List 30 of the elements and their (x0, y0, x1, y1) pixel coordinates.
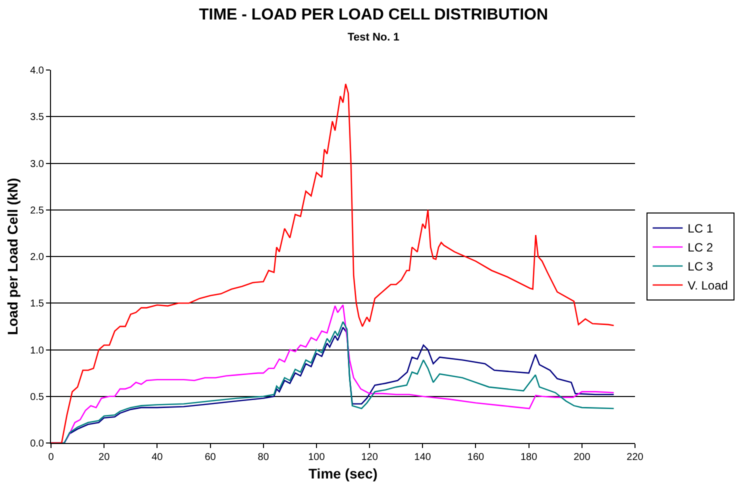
legend-label: LC 1 (688, 222, 714, 236)
y-tick-label: 3.5 (30, 112, 44, 124)
x-tick-label: 220 (626, 452, 644, 463)
chart-subtitle: Test No. 1 (348, 31, 400, 44)
x-tick-label: 100 (308, 452, 326, 463)
x-tick-label: 140 (414, 452, 432, 463)
y-tick-label: 2.5 (30, 205, 44, 216)
y-axis-title: Load per Load Cell (kN) (4, 178, 21, 336)
x-tick-label: 200 (574, 452, 591, 463)
x-tick-label: 160 (467, 452, 485, 463)
x-tick-label: 180 (520, 452, 538, 463)
y-tick-label: 3.0 (30, 158, 44, 170)
y-tick-label: 0.5 (30, 392, 44, 403)
y-tick-label: 1.5 (30, 298, 44, 310)
x-tick-label: 60 (204, 452, 216, 463)
y-tick-label: 0.0 (30, 438, 44, 450)
x-tick-label: 0 (48, 452, 54, 463)
x-tick-label: 120 (361, 452, 378, 463)
y-tick-label: 1.0 (30, 345, 44, 356)
y-tick-label: 2.0 (30, 252, 44, 263)
legend-label: V. Load (688, 278, 728, 293)
x-axis-title: Time (sec) (308, 465, 378, 482)
y-tick-label: 4.0 (30, 66, 44, 76)
legend-label: LC 2 (688, 240, 714, 255)
x-tick-label: 20 (98, 452, 110, 463)
x-tick-label: 40 (152, 452, 164, 463)
chart-title: TIME - LOAD PER LOAD CELL DISTRIBUTION (198, 6, 548, 24)
x-tick-label: 80 (258, 452, 270, 463)
line-series (51, 83, 614, 443)
legend-label: LC 3 (688, 260, 714, 274)
